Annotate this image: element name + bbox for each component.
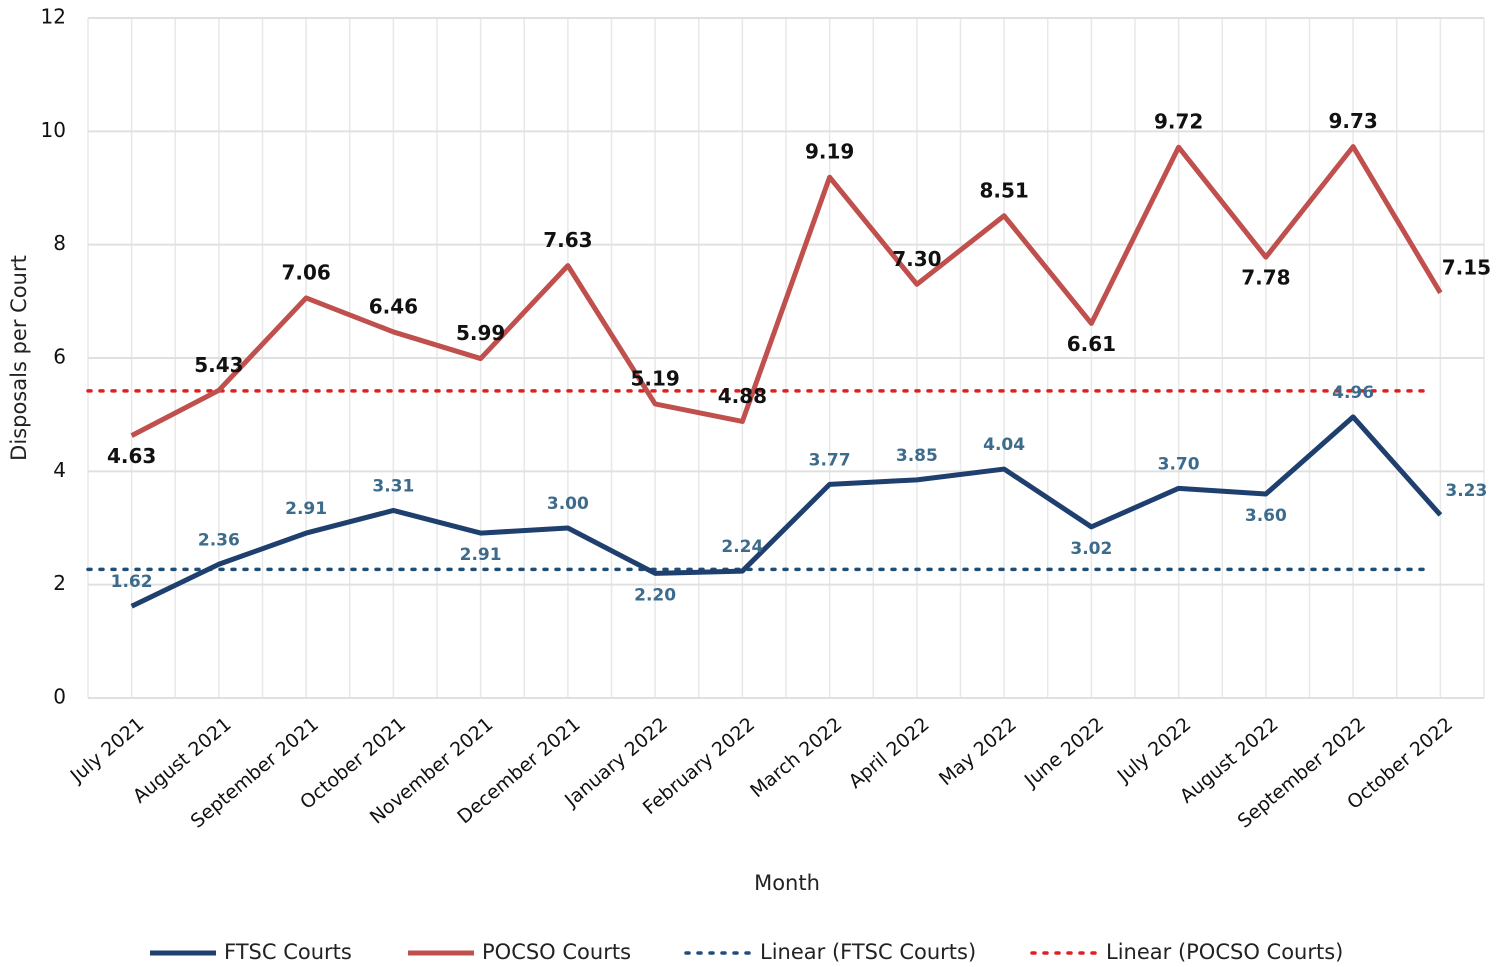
data-label: 7.78 [1241,266,1290,290]
y-tick-label: 2 [53,571,66,595]
data-label: 4.96 [1332,383,1374,403]
data-label: 4.63 [107,444,156,468]
y-tick-label: 8 [53,231,66,255]
data-label: 7.15 [1442,255,1491,279]
x-tick-label: July 2021 [66,713,149,787]
data-label: 9.19 [805,140,854,164]
data-label: 4.88 [718,384,767,408]
x-tick-label: March 2022 [746,713,846,802]
y-axis-title: Disposals per Court [7,255,31,461]
data-label: 2.91 [460,545,502,565]
data-label: 9.72 [1154,110,1203,134]
data-label: 4.04 [983,435,1025,455]
legend-label: Linear (FTSC Courts) [760,940,976,964]
series-line [130,144,1443,438]
data-label: 6.46 [369,294,418,318]
data-label: 7.30 [892,247,941,271]
data-label: 2.36 [198,530,240,550]
data-label: 9.73 [1328,109,1377,133]
legend-label: POCSO Courts [482,940,631,964]
y-tick-label: 6 [53,345,66,369]
y-tick-label: 0 [53,685,66,709]
data-label: 3.70 [1158,454,1200,474]
data-label: 2.24 [721,537,763,557]
data-label: 3.02 [1070,539,1112,559]
data-label: 5.43 [194,353,243,377]
legend-label: Linear (POCSO Courts) [1106,940,1343,964]
x-axis-title: Month [754,871,820,895]
y-tick-label: 12 [41,5,66,29]
x-tick-label: June 2022 [1020,713,1108,792]
data-label: 3.23 [1445,481,1487,501]
data-label: 3.31 [372,476,414,496]
data-label: 2.91 [285,499,327,519]
y-tick-label: 10 [41,118,66,142]
data-label: 2.20 [634,585,676,605]
data-label: 3.77 [809,450,851,470]
data-label: 3.60 [1245,506,1287,526]
y-tick-label: 4 [53,458,66,482]
data-label: 7.63 [543,228,592,252]
x-tick-label: May 2022 [935,713,1021,790]
data-label: 3.00 [547,494,589,514]
data-label: 5.19 [630,366,679,390]
x-tick-label: July 2022 [1113,713,1196,787]
data-label: 1.62 [111,572,153,592]
x-tick-label: April 2022 [845,713,934,793]
legend-label: FTSC Courts [224,940,352,964]
data-label: 7.06 [281,260,330,284]
data-label: 8.51 [979,178,1028,202]
data-label: 6.61 [1067,332,1116,356]
data-label: 5.99 [456,321,505,345]
data-label: 3.85 [896,446,938,466]
series-line [130,414,1443,609]
